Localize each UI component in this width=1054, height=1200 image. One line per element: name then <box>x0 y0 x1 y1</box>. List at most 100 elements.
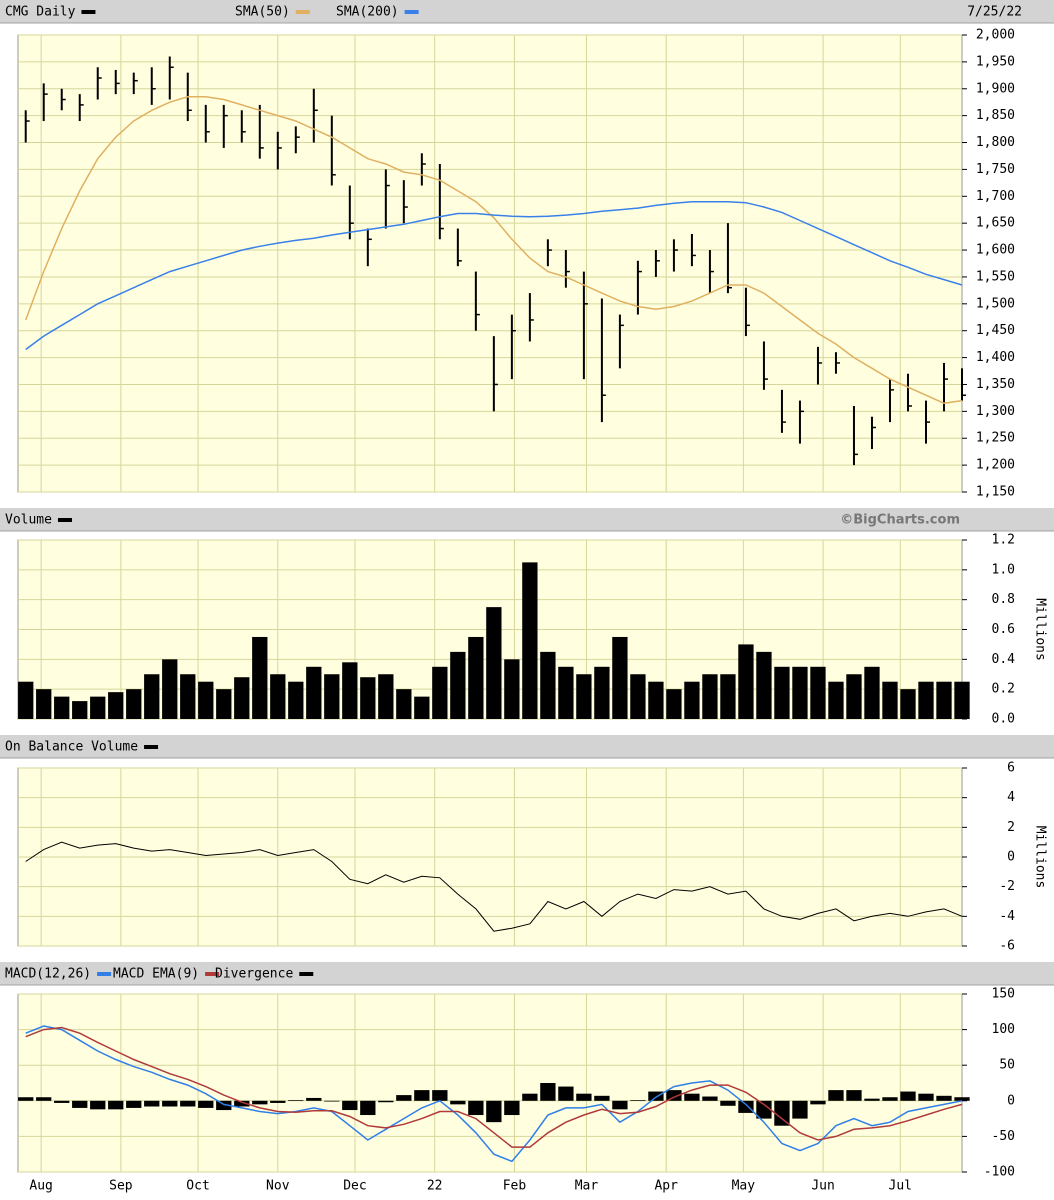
bar <box>558 666 574 719</box>
y-tick-label: -100 <box>984 1165 1015 1180</box>
bar <box>594 1095 610 1101</box>
line-series <box>25 1025 963 1163</box>
y-tick-label: 150 <box>992 987 1015 1002</box>
bar <box>504 1100 520 1116</box>
bar <box>864 1098 880 1101</box>
legend-label: MACD(12,26) <box>5 967 91 982</box>
bar <box>846 674 862 719</box>
legend-swatch <box>81 10 96 14</box>
plot-area <box>17 993 963 1173</box>
x-tick-label: May <box>732 1179 756 1194</box>
x-tick-label: Dec <box>343 1179 366 1194</box>
bar <box>666 1090 682 1101</box>
x-tick-label: Sep <box>109 1179 133 1194</box>
bar <box>54 696 70 719</box>
bar <box>792 666 808 719</box>
bar <box>90 1100 106 1110</box>
panel-header <box>0 962 1054 985</box>
panel-header <box>0 0 1054 23</box>
x-tick-label: 22 <box>427 1179 443 1194</box>
bar <box>846 1090 862 1101</box>
y-tick-label: -50 <box>992 1129 1015 1144</box>
source-credit: ©BigCharts.com <box>840 513 960 528</box>
legend-swatch <box>205 972 220 976</box>
plot-area <box>17 34 963 493</box>
panel-header <box>0 508 1054 531</box>
x-tick-label: Apr <box>654 1179 678 1194</box>
bar <box>576 1093 592 1101</box>
bar <box>666 689 682 719</box>
legend-swatch <box>57 518 72 522</box>
x-tick-label: Jul <box>889 1179 912 1194</box>
bar <box>144 674 160 719</box>
bar <box>594 666 610 719</box>
legend-label: On Balance Volume <box>5 740 138 755</box>
y-tick-label: 1,800 <box>976 135 1015 150</box>
bar <box>324 1100 340 1102</box>
y-tick-label: 4 <box>1007 790 1015 805</box>
bar <box>108 692 124 719</box>
bar <box>288 681 304 719</box>
bar <box>954 1097 970 1101</box>
x-tick-label: Feb <box>503 1179 527 1194</box>
bar <box>270 1100 286 1103</box>
y-tick-label: 0 <box>1007 1093 1015 1108</box>
bar <box>918 681 934 719</box>
y-tick-label: 6 <box>1007 761 1015 776</box>
bar <box>900 689 916 719</box>
y-tick-label: 1,900 <box>976 81 1015 96</box>
bar <box>648 1091 664 1101</box>
x-tick-label: Mar <box>575 1179 599 1194</box>
bar <box>126 689 142 719</box>
bar <box>234 1100 250 1107</box>
bar <box>486 607 502 719</box>
y-tick-label: -6 <box>999 939 1015 954</box>
x-tick-label: Nov <box>266 1179 290 1194</box>
bar <box>450 1100 466 1105</box>
bar <box>810 666 826 719</box>
bar <box>378 674 394 719</box>
bar <box>198 681 214 719</box>
y-tick-label: 1,500 <box>976 296 1015 311</box>
bar <box>414 1090 430 1101</box>
bar <box>54 1100 70 1103</box>
bar <box>558 1086 574 1101</box>
bar <box>216 689 232 719</box>
bar <box>36 689 52 719</box>
legend-swatch <box>299 972 314 976</box>
bar <box>486 1100 502 1123</box>
y-tick-label: 1,950 <box>976 54 1015 69</box>
bar <box>828 681 844 719</box>
bar <box>18 681 34 719</box>
bar <box>468 636 484 719</box>
bar <box>72 701 88 719</box>
y-tick-label: 0.4 <box>992 652 1016 667</box>
bar <box>90 696 106 719</box>
y-tick-label: 1,850 <box>976 108 1015 123</box>
bar <box>198 1100 214 1108</box>
bar <box>396 689 412 719</box>
bar <box>414 696 430 719</box>
bar <box>378 1100 394 1103</box>
bar <box>306 1097 322 1101</box>
line-series <box>25 841 963 932</box>
bar <box>774 1100 790 1126</box>
y-tick-label: 1,650 <box>976 216 1015 231</box>
bar <box>576 674 592 719</box>
y-tick-label: -4 <box>999 909 1015 924</box>
bar <box>954 681 970 719</box>
y-tick-label: 2 <box>1007 820 1015 835</box>
x-tick-label: Jun <box>811 1179 834 1194</box>
bar <box>180 1100 196 1107</box>
bar <box>738 1100 754 1113</box>
bar <box>810 1100 826 1105</box>
bar <box>360 1100 376 1116</box>
y-tick-label: 1,600 <box>976 243 1015 258</box>
y-tick-label: 1,550 <box>976 269 1015 284</box>
bar <box>306 666 322 719</box>
bar <box>828 1090 844 1101</box>
bar <box>936 1095 952 1101</box>
bar <box>324 674 340 719</box>
legend-label: Divergence <box>215 967 293 982</box>
